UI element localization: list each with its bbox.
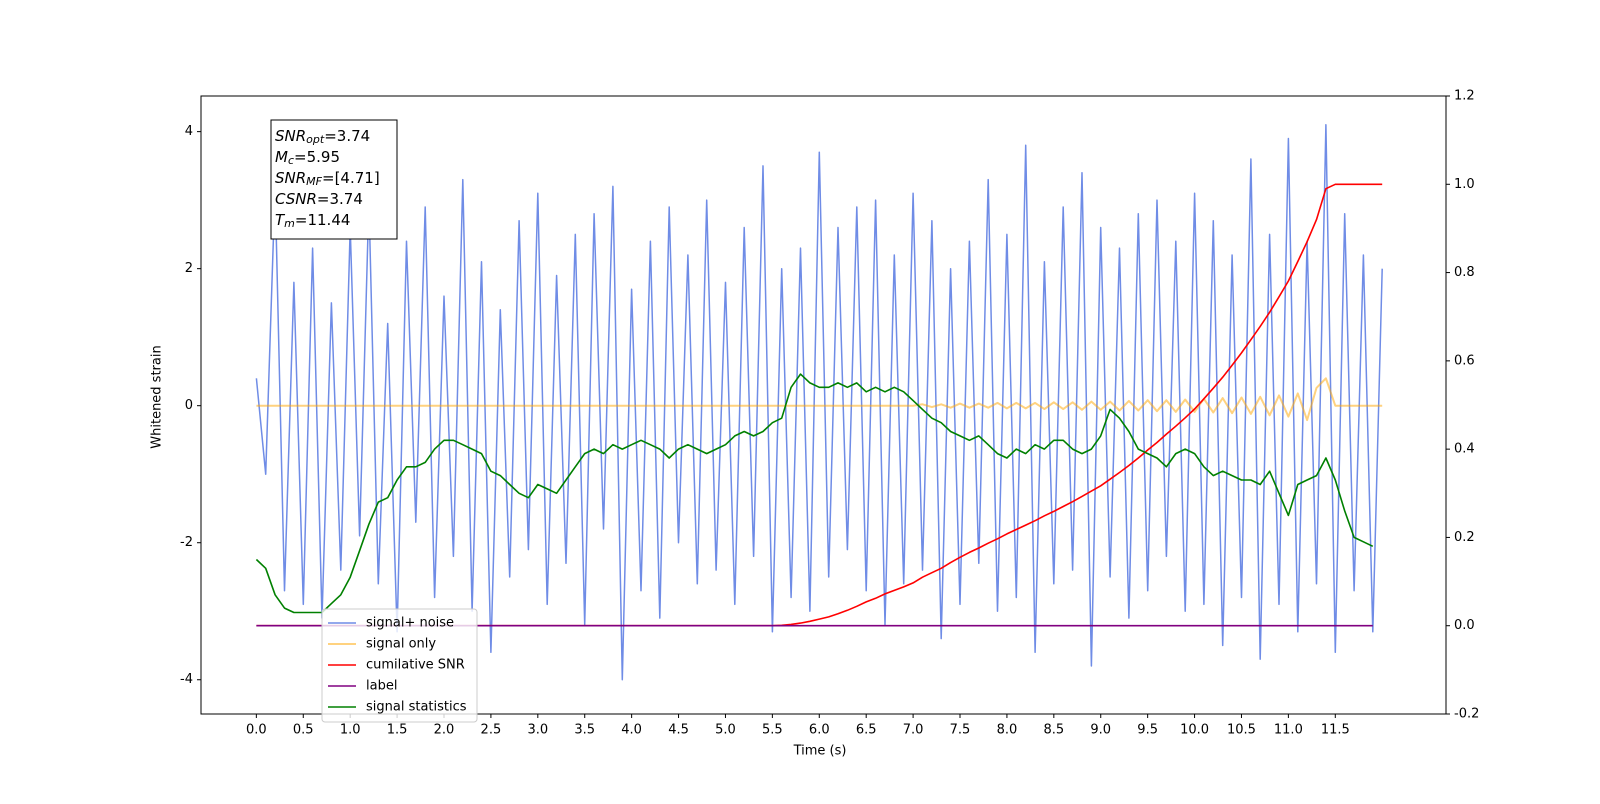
- y2-tick-label: 1.2: [1454, 89, 1475, 104]
- x-tick-label: 3.5: [574, 723, 595, 738]
- annotation-name: M: [275, 148, 288, 166]
- x-tick-label: 10.0: [1180, 723, 1209, 738]
- x-tick-label: 4.0: [621, 723, 642, 738]
- x-tick-label: 6.5: [856, 723, 877, 738]
- x-tick-label: 5.0: [715, 723, 736, 738]
- x-tick-label: 10.5: [1227, 723, 1256, 738]
- plot-frame: [200, 95, 1447, 715]
- series-line: [255, 124, 1383, 681]
- y2-tick-label: 1.0: [1454, 177, 1475, 192]
- legend-label: cumilative SNR: [366, 658, 465, 673]
- legend: signal+ noise signal only cumilative SNR la…: [321, 608, 478, 723]
- legend-label: label: [366, 679, 397, 694]
- y2-tick-label: 0.6: [1454, 353, 1475, 368]
- x-tick-label: 1.0: [340, 723, 361, 738]
- y-tick-label: 2: [185, 261, 193, 276]
- annotation: SNRopt=3.74Mc=5.95SNRMF=[4.71]CSNR=3.74T…: [270, 119, 398, 240]
- annotation-value: =[4.71]: [322, 169, 380, 187]
- annotation-line: Mc=5.95: [275, 148, 340, 168]
- y-tick-label: 0: [185, 398, 193, 413]
- legend-label: signal+ noise: [366, 616, 454, 631]
- y2-tick-label: 0.4: [1454, 442, 1475, 457]
- annotation-name: SNR: [275, 127, 306, 145]
- annotation-sub: c: [288, 154, 294, 167]
- annotation-name: SNR: [275, 169, 306, 187]
- x-tick-label: 11.0: [1274, 723, 1303, 738]
- annotation-value: =5.95: [294, 148, 340, 166]
- annotation-sub: opt: [306, 133, 325, 146]
- x-tick-label: 9.5: [1137, 723, 1158, 738]
- plot-area: [255, 124, 1383, 681]
- x-tick-label: 8.0: [997, 723, 1018, 738]
- annotation-line: CSNR=3.74: [275, 190, 363, 208]
- x-tick-label: 1.5: [387, 723, 408, 738]
- x-axis-label: Time (s): [793, 744, 847, 759]
- y2-tick-label: -0.2: [1454, 707, 1479, 722]
- y2-tick-label: 0.2: [1454, 530, 1475, 545]
- x-tick-label: 7.5: [950, 723, 971, 738]
- series-line: [255, 373, 1374, 614]
- x-tick-label: 2.0: [434, 723, 455, 738]
- x-tick-label: 7.0: [903, 723, 924, 738]
- legend-label: signal statistics: [366, 700, 467, 715]
- y2-tick-label: 0.0: [1454, 618, 1475, 633]
- annotation-name: CSNR: [275, 190, 317, 208]
- x-tick-label: 6.0: [809, 723, 830, 738]
- annotation-box: [270, 119, 398, 240]
- y2-tick-label: 0.8: [1454, 265, 1475, 280]
- legend-label: signal only: [366, 637, 436, 652]
- x-tick-label: 3.0: [527, 723, 548, 738]
- x-tick-label: 11.5: [1321, 723, 1350, 738]
- x-tick-label: 5.5: [762, 723, 783, 738]
- x-tick-label: 4.5: [668, 723, 689, 738]
- annotation-name: T: [275, 211, 286, 229]
- y-axis-label: Whitened strain: [150, 345, 165, 448]
- y-tick-label: -2: [180, 535, 193, 550]
- series-line: [256, 377, 1383, 422]
- annotation-sub: m: [284, 217, 295, 230]
- annotation-line: SNRopt=3.74: [275, 127, 370, 147]
- annotation-value: =11.44: [295, 211, 351, 229]
- annotation-line: SNRMF=[4.71]: [275, 169, 380, 189]
- annotation-value: =3.74: [324, 127, 370, 145]
- y-tick-label: -4: [180, 672, 193, 687]
- x-tick-label: 0.5: [293, 723, 314, 738]
- annotation-value: =3.74: [317, 190, 363, 208]
- x-tick-label: 2.5: [481, 723, 502, 738]
- x-tick-label: 0.0: [246, 723, 267, 738]
- annotation-line: Tm=11.44: [275, 211, 350, 231]
- annotation-sub: MF: [306, 175, 322, 188]
- x-tick-label: 9.0: [1090, 723, 1111, 738]
- y-tick-label: 4: [185, 124, 193, 139]
- legend-box: [321, 608, 478, 723]
- x-tick-label: 8.5: [1043, 723, 1064, 738]
